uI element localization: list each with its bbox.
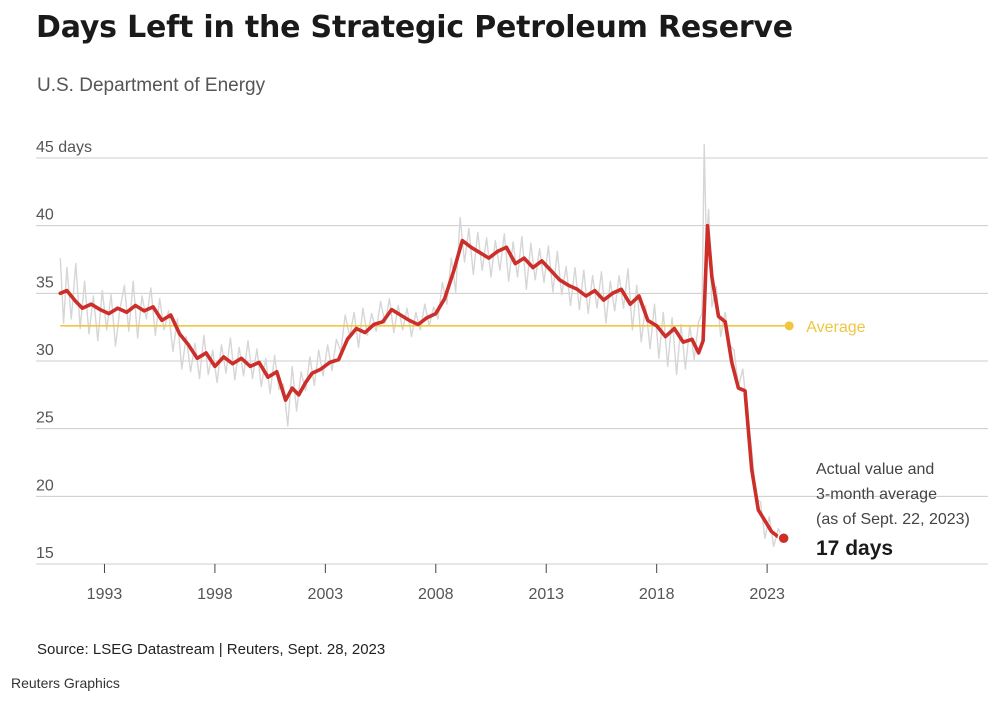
three-month-average-line xyxy=(58,223,786,541)
x-tick-label: 1998 xyxy=(197,586,233,603)
x-tick-label: 1993 xyxy=(87,586,123,603)
x-tick-label: 2003 xyxy=(308,586,344,603)
grid-lines xyxy=(36,157,988,565)
annotation-text-line: 3-month average xyxy=(816,486,937,503)
average-marker xyxy=(784,321,794,331)
chart-subtitle: U.S. Department of Energy xyxy=(37,75,266,96)
latest-value-marker xyxy=(777,532,790,545)
line-chart: 45 days 40 35 30 25 20 15 1993 1998 2003 2008 2013… xyxy=(36,139,988,603)
actual-value-line xyxy=(59,143,784,548)
annotation-group: Actual value and 3-month average (as of Se… xyxy=(777,461,970,560)
y-tick-label: 15 xyxy=(36,545,54,562)
source-note: Source: LSEG Datastream | Reuters, Sept.… xyxy=(37,641,386,658)
average-line-group: Average xyxy=(60,319,866,336)
actual-value-series xyxy=(59,143,784,548)
y-tick-label: 40 xyxy=(36,207,54,224)
x-tick-label: 2023 xyxy=(749,586,785,603)
x-tick-label: 2018 xyxy=(639,586,675,603)
average-label: Average xyxy=(806,319,865,336)
x-tick-label: 2008 xyxy=(418,586,454,603)
y-tick-label: 35 xyxy=(36,274,54,291)
x-axis: 1993 1998 2003 2008 2013 2018 2023 xyxy=(87,564,785,603)
x-tick-label: 2013 xyxy=(528,586,564,603)
y-axis-labels: 45 days 40 35 30 25 20 15 xyxy=(36,139,92,562)
latest-value-label: 17 days xyxy=(816,537,893,560)
y-tick-label: 45 days xyxy=(36,139,92,156)
three-month-average-series xyxy=(58,223,786,541)
annotation-text-line: (as of Sept. 22, 2023) xyxy=(816,511,970,528)
chart-title: Days Left in the Strategic Petroleum Res… xyxy=(36,10,793,45)
y-tick-label: 20 xyxy=(36,477,54,494)
credit-note: Reuters Graphics xyxy=(11,675,120,691)
annotation-text-line: Actual value and xyxy=(816,461,934,478)
y-tick-label: 30 xyxy=(36,342,54,359)
y-tick-label: 25 xyxy=(36,410,54,427)
